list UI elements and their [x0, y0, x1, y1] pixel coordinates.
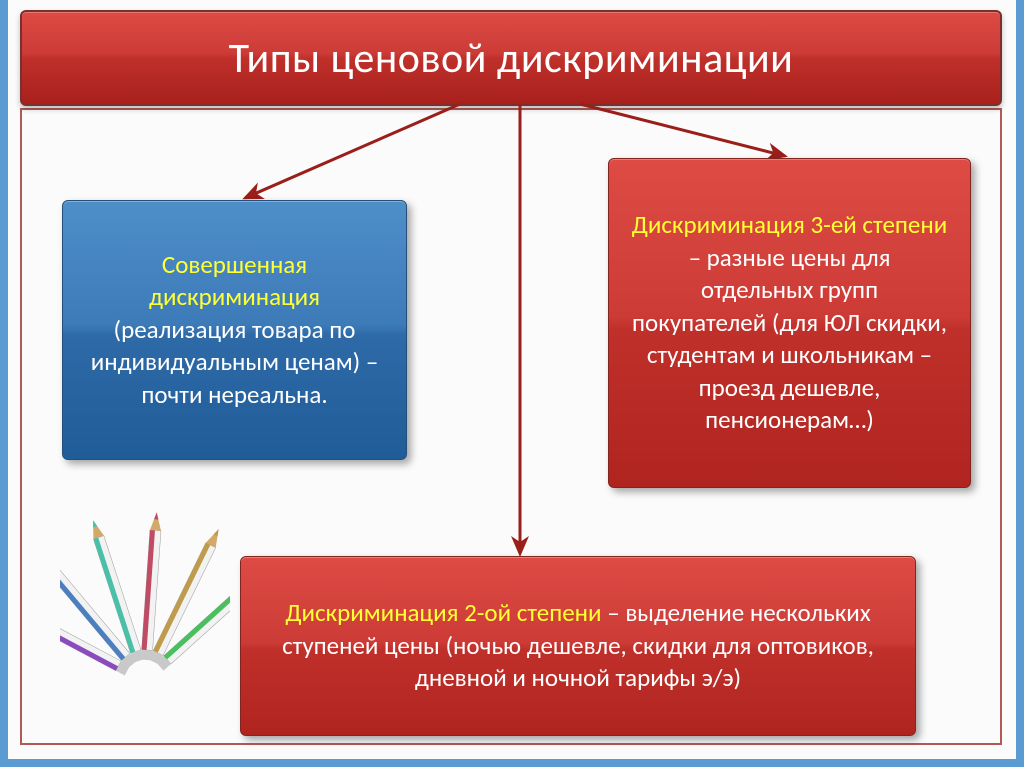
- box-body-text: – разные цены для отдельных групп покупа…: [632, 242, 947, 436]
- title-bar: Типы ценовой дискриминации: [20, 10, 1002, 106]
- box-body-text: (реализация товара по индивидуальным цен…: [91, 314, 379, 410]
- box-third-degree: Дискриминация 3-ей степени – разные цены…: [608, 158, 971, 488]
- box-highlight: Дискриминация 2-ой степени: [285, 597, 601, 628]
- box-highlight: Совершенная дискриминация: [149, 249, 320, 313]
- slide-title: Типы ценовой дискриминации: [229, 33, 794, 84]
- slide: Типы ценовой дискриминации Совершенная д…: [0, 0, 1024, 767]
- box-perfect-discrimination: Совершенная дискриминация (реализация то…: [62, 200, 407, 460]
- box-second-degree: Дискриминация 2-ой степени – выделение н…: [240, 556, 916, 736]
- box-highlight: Дискриминация 3-ей степени: [632, 209, 947, 240]
- pencils-icon: [60, 500, 230, 680]
